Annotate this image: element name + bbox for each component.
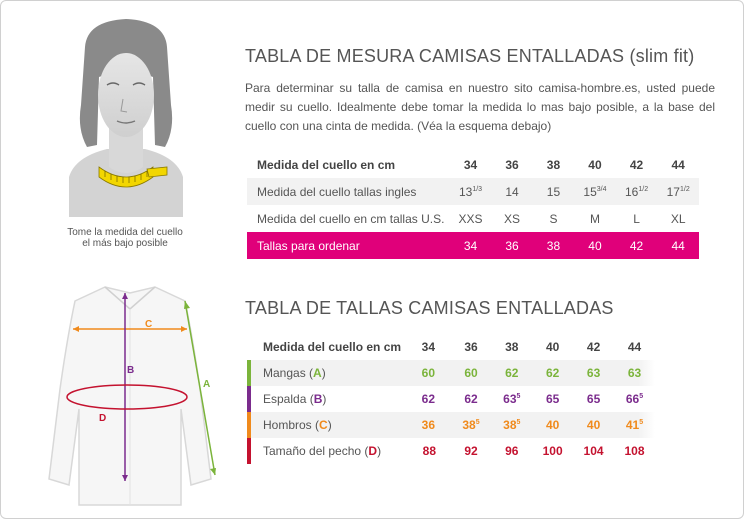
- cell: 161/2: [615, 178, 658, 205]
- cell: 153/4: [574, 178, 616, 205]
- header-label: Medida del cuello en cm: [263, 340, 402, 354]
- cell: 65: [545, 392, 560, 406]
- cell: 63: [614, 360, 655, 386]
- header-label: Medida del cuello en cm: [257, 157, 396, 172]
- cell: 385: [450, 412, 492, 438]
- cell: 36: [408, 412, 451, 438]
- row-label: Espalda (B): [246, 386, 409, 412]
- order-size-row: Tallas para ordenar 34 36 38 40 42 44: [247, 232, 699, 259]
- table-row: Tamaño del pecho (D) 88 92 96 100 104 10…: [246, 438, 655, 464]
- row-label: Hombros (C): [246, 412, 409, 438]
- header-value: 44: [671, 157, 685, 172]
- cell: 385: [491, 412, 533, 438]
- cell: 14: [491, 178, 533, 205]
- header-value: 40: [545, 340, 560, 354]
- cell: 34: [449, 232, 492, 259]
- cell: M: [589, 211, 600, 226]
- shirt-size-table: Medida del cuello en cm 34 36 38 40 42 4…: [246, 334, 655, 464]
- header-value: 42: [629, 157, 644, 172]
- cell: 96: [505, 444, 519, 458]
- table-header-row: Medida del cuello en cm 34 36 38 40 42 4…: [247, 151, 699, 178]
- row-label: Tallas para ordenar: [247, 232, 450, 259]
- cell: 36: [491, 232, 533, 259]
- size-table-title: TABLA DE TALLAS CAMISAS ENTALLADAS: [245, 298, 614, 318]
- header-value: 44: [627, 340, 642, 354]
- cell: 635: [503, 392, 521, 406]
- cell: 62: [421, 392, 435, 406]
- cell: 415: [614, 412, 655, 438]
- cell: 63: [573, 360, 615, 386]
- cell: 62: [532, 360, 574, 386]
- cell: 60: [450, 360, 492, 386]
- cell: 131/3: [449, 178, 492, 205]
- header-value: 36: [464, 340, 478, 354]
- table-row: Medida del cuello en cm tallas U.S. XXS …: [247, 205, 699, 232]
- cell: 100: [542, 444, 563, 458]
- cell: 42: [615, 232, 658, 259]
- cell: XS: [504, 211, 521, 226]
- cell: 40: [574, 232, 616, 259]
- cell: 88: [422, 444, 436, 458]
- row-label: Medida del cuello en cm tallas U.S.: [257, 211, 445, 226]
- header-value: 42: [586, 340, 601, 354]
- table-row: Hombros (C) 36 385 385 40 40 415: [246, 412, 655, 438]
- neck-table-title: TABLA DE MESURA CAMISAS ENTALLADAS (slim…: [245, 46, 695, 66]
- header-value: 40: [588, 157, 602, 172]
- cell: 38: [532, 232, 575, 259]
- cell: 171/2: [657, 178, 699, 205]
- cell: S: [549, 211, 558, 226]
- cell: 40: [573, 412, 615, 438]
- cell: XXS: [458, 211, 483, 226]
- cell: 62: [464, 392, 478, 406]
- label-b: B: [127, 365, 134, 376]
- cell: 665: [625, 392, 644, 406]
- shirt-measure-icon: C B A D: [48, 286, 216, 506]
- label-a: A: [203, 379, 210, 390]
- header-value: 36: [505, 157, 519, 172]
- cell: 15: [532, 178, 575, 205]
- label-d: D: [99, 413, 106, 424]
- table-row: Mangas (A) 60 60 62 62 63 63: [246, 360, 655, 386]
- cell: 40: [532, 412, 574, 438]
- table-header-row: Medida del cuello en cm 34 36 38 40 42 4…: [249, 334, 655, 360]
- cell: 44: [657, 232, 699, 259]
- cell: 62: [491, 360, 533, 386]
- cell: 104: [583, 444, 604, 458]
- neck-intro-text: Para determinar su talla de camisa en nu…: [245, 81, 715, 133]
- neck-caption: Tome la medida del cuello el más bajo po…: [67, 227, 183, 249]
- cell: 65: [586, 392, 601, 406]
- header-value: 38: [546, 157, 561, 172]
- neck-size-table: Medida del cuello en cm 34 36 38 40 42 4…: [247, 151, 699, 259]
- header-value: 38: [505, 340, 519, 354]
- row-label: Tamaño del pecho (D): [246, 438, 409, 464]
- cell: L: [633, 211, 640, 226]
- table-row: Medida del cuello tallas ingles 131/3 14…: [247, 178, 699, 205]
- header-value: 34: [463, 157, 478, 172]
- cell: XL: [670, 211, 686, 226]
- row-label: Mangas (A): [246, 360, 409, 386]
- person-neck-measure-icon: [69, 19, 183, 217]
- cell: 92: [464, 444, 478, 458]
- cell: 60: [408, 360, 451, 386]
- row-label: Medida del cuello tallas ingles: [247, 178, 450, 205]
- table-row: Espalda (B) 62 62 635 65 65 665: [246, 386, 655, 412]
- cell: 108: [624, 444, 645, 458]
- label-c: C: [145, 319, 152, 330]
- header-value: 34: [421, 340, 435, 354]
